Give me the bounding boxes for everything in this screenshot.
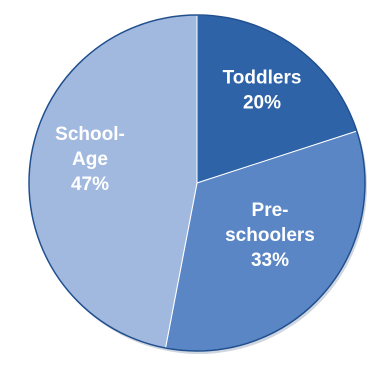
pie-label-toddlers: Toddlers 20% — [223, 68, 302, 114]
pie-label-line: Pre- — [252, 200, 289, 221]
pie-outline — [28, 14, 366, 352]
pie-slices — [28, 14, 367, 354]
pie-label-line: 47% — [71, 174, 109, 195]
pie-label-line: 33% — [251, 250, 289, 271]
pie-label-line: schoolers — [225, 225, 315, 246]
pie-label-line: Toddlers — [223, 68, 302, 89]
pie-labels: Toddlers 20% Pre-schoolers 33% School- Age 47% — [55, 68, 315, 272]
pie-label-school-age: School- Age 47% — [55, 124, 125, 195]
pie-label-line: Age — [72, 149, 108, 170]
pie-label-line: School- — [55, 124, 125, 145]
pie-label-line: 20% — [243, 93, 281, 114]
pie-label-preschoolers: Pre-schoolers 33% — [225, 200, 315, 271]
pie-slice-school-age — [28, 14, 198, 349]
